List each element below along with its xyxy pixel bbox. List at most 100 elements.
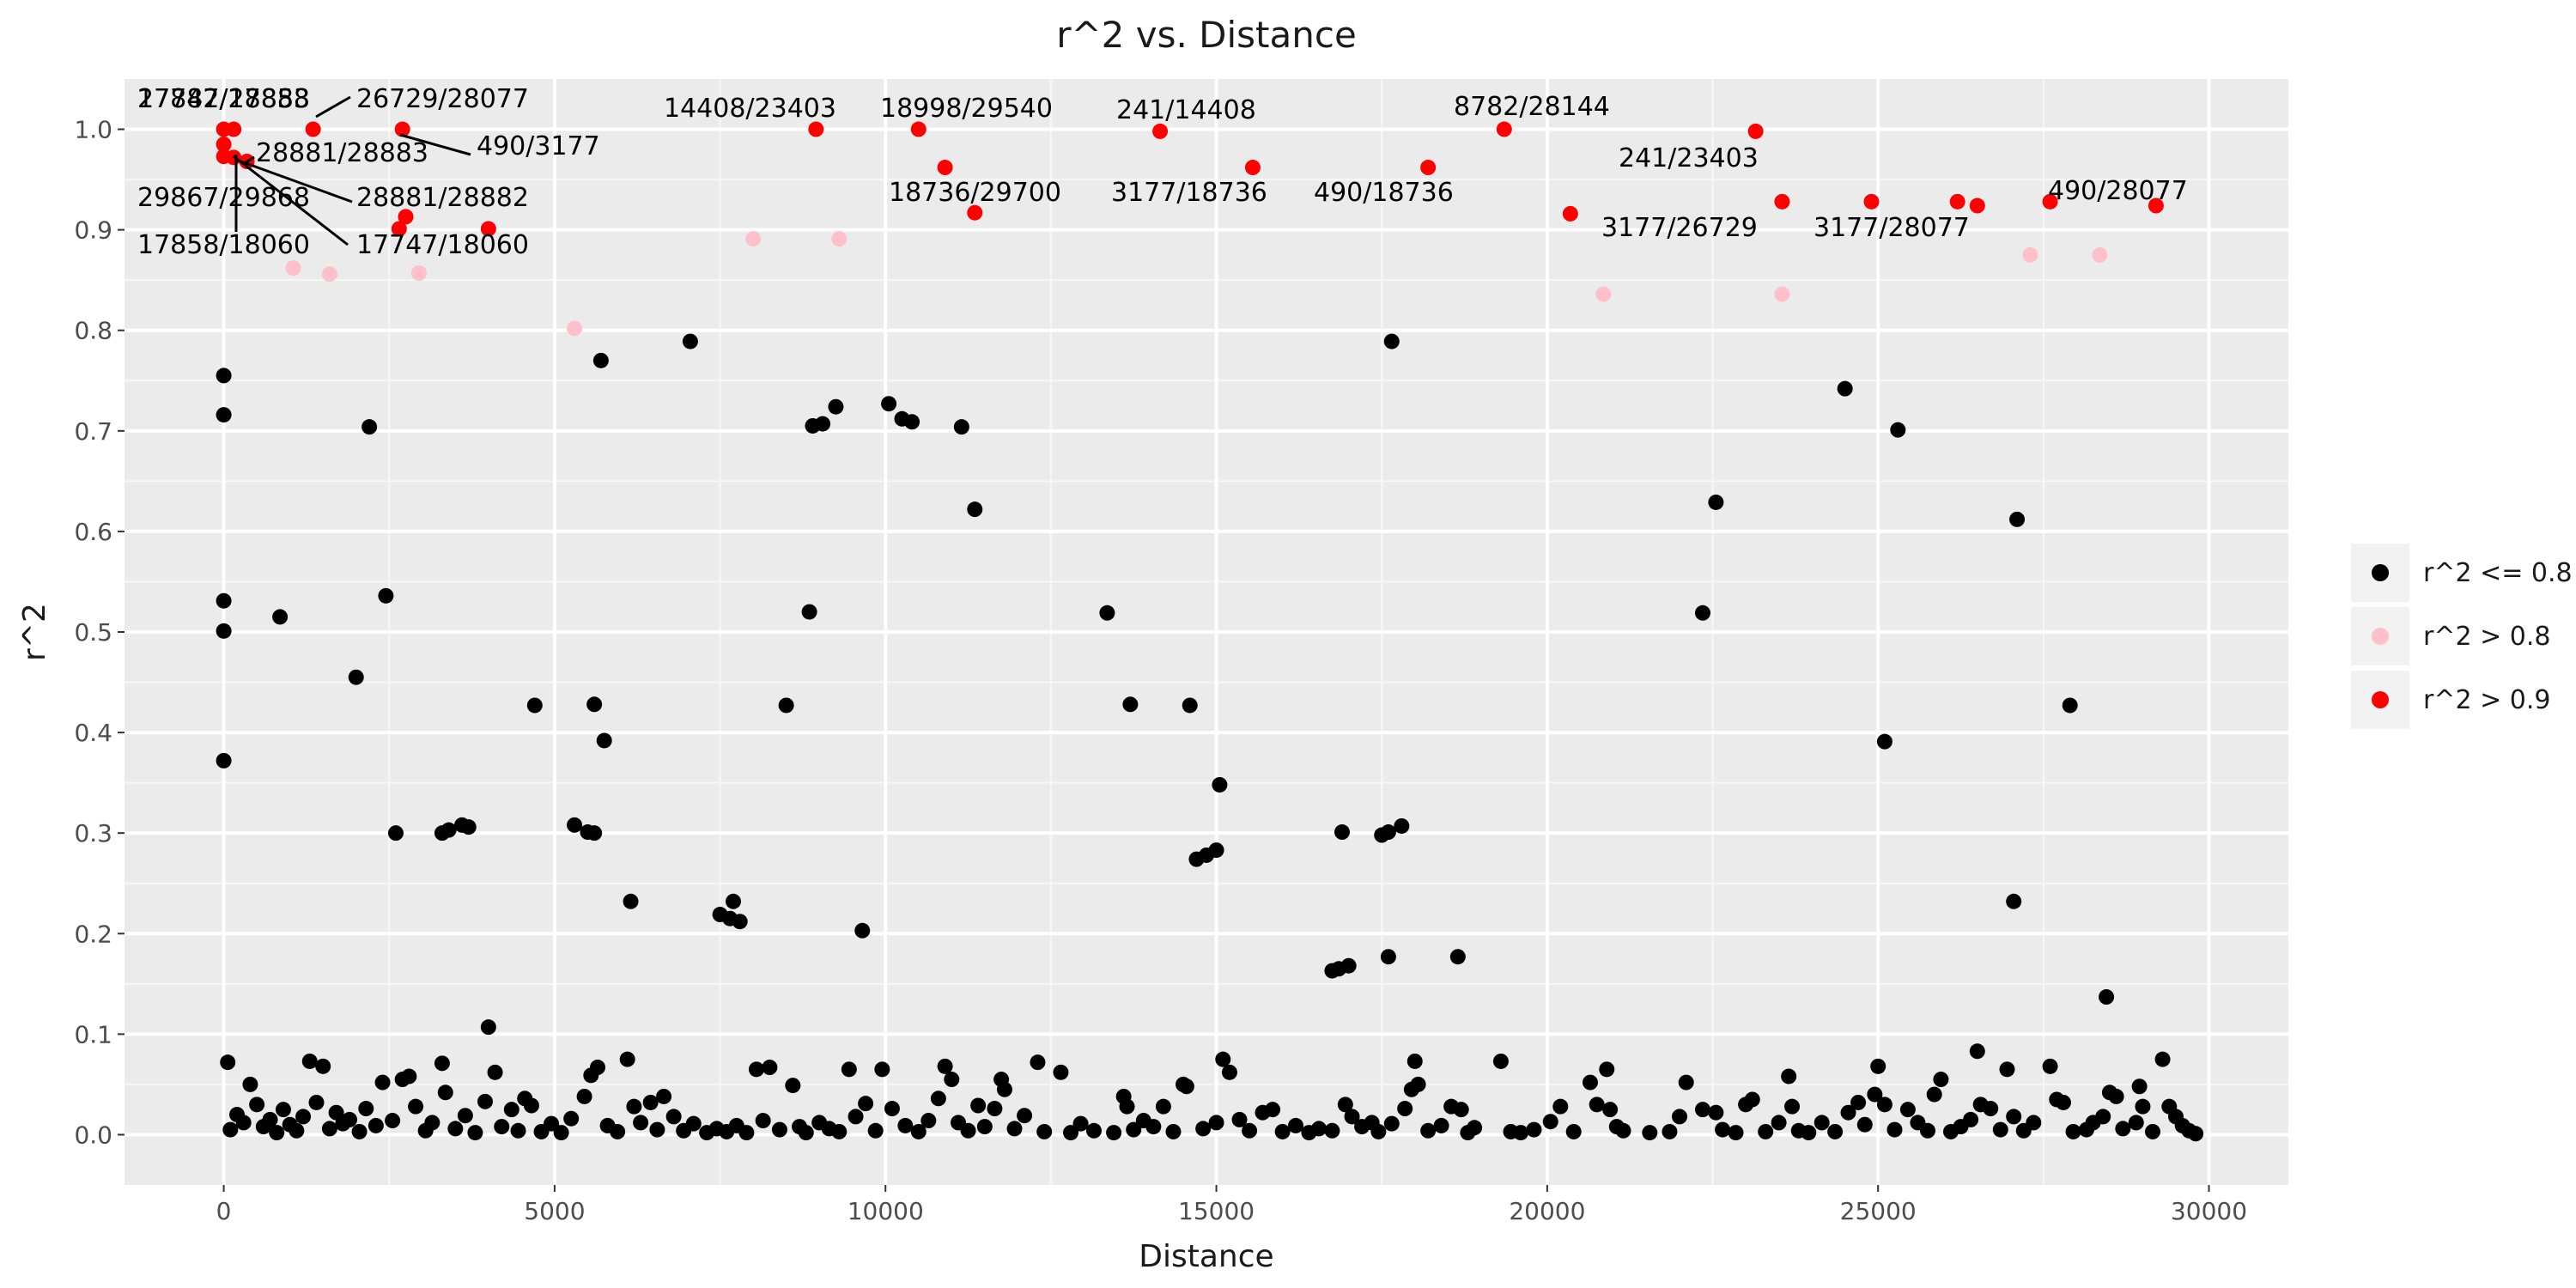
data-point	[590, 1060, 606, 1076]
data-point	[1850, 1094, 1867, 1110]
data-point	[1337, 1097, 1353, 1113]
data-point	[2065, 1123, 2081, 1139]
point-annotation-label: 17747/17858	[137, 84, 310, 114]
data-point	[1420, 1122, 1437, 1139]
data-point	[1288, 1117, 1304, 1133]
data-point	[1999, 1061, 2015, 1078]
point-annotation-label: 17858/18060	[137, 230, 310, 260]
data-point	[610, 1123, 626, 1139]
data-point	[1589, 1097, 1605, 1113]
data-point	[1380, 949, 1396, 965]
data-point	[305, 121, 321, 137]
data-point	[1513, 1125, 1529, 1141]
point-annotation-label: 3177/26729	[1601, 213, 1758, 243]
data-point	[391, 221, 407, 237]
data-point	[976, 1119, 993, 1135]
data-points	[216, 121, 2204, 1142]
data-point	[487, 1064, 503, 1080]
data-point	[841, 1061, 857, 1078]
data-point	[1715, 1121, 1731, 1138]
legend-key-marker	[2372, 564, 2389, 581]
data-point	[2022, 246, 2038, 263]
data-point	[1449, 949, 1466, 965]
data-point	[1212, 776, 1228, 793]
data-point	[801, 604, 817, 620]
data-point	[778, 697, 794, 714]
data-point	[2009, 511, 2026, 527]
data-point	[1694, 605, 1710, 621]
data-point	[1072, 1115, 1089, 1132]
data-point	[216, 137, 232, 153]
y-tick-label: 0.9	[74, 216, 112, 245]
data-point	[477, 1093, 493, 1109]
data-point	[351, 1123, 368, 1139]
data-point	[2108, 1088, 2124, 1104]
data-point	[1119, 1098, 1135, 1115]
data-point	[401, 1068, 417, 1084]
data-point	[1890, 422, 1906, 438]
data-point	[1920, 1122, 1935, 1139]
data-point	[2145, 1123, 2161, 1139]
data-point	[563, 1110, 580, 1127]
data-point	[2115, 1121, 2131, 1137]
data-point	[1006, 1121, 1023, 1137]
x-tick-label: 25000	[1840, 1197, 1917, 1225]
data-point	[1383, 333, 1400, 349]
data-point	[1231, 1111, 1248, 1127]
data-point	[394, 121, 410, 137]
data-point	[220, 1054, 236, 1071]
data-point	[854, 922, 871, 939]
point-annotation-label: 14408/23403	[664, 94, 836, 124]
y-tick-label: 0.5	[74, 618, 112, 647]
data-point	[526, 697, 543, 714]
data-point	[2135, 1098, 2151, 1115]
x-tick-label: 10000	[848, 1197, 924, 1225]
data-point	[1344, 1109, 1360, 1125]
data-point	[996, 1081, 1012, 1097]
annotation-leader-line	[399, 133, 471, 156]
data-point	[1334, 824, 1350, 841]
data-point	[321, 266, 337, 283]
data-point	[642, 1094, 659, 1110]
data-point	[1867, 1086, 1883, 1103]
data-point	[1542, 1114, 1558, 1130]
data-point	[1602, 1102, 1619, 1118]
data-point	[967, 501, 983, 518]
chart-title: r^2 vs. Distance	[1056, 14, 1357, 56]
data-point	[732, 914, 748, 930]
x-axis-ticks: 0 5000 10000 15000 20000 25000 30000	[216, 1185, 2247, 1225]
data-point	[2055, 1094, 2071, 1110]
data-point	[1642, 1125, 1658, 1141]
data-point	[467, 1125, 483, 1141]
data-point	[457, 1108, 473, 1124]
point-annotation-label: 29867/29868	[137, 183, 310, 213]
data-point	[216, 752, 232, 769]
data-point	[987, 1101, 1003, 1117]
y-tick-label: 0.6	[74, 518, 112, 546]
y-tick-label: 0.7	[74, 417, 112, 446]
point-annotation-label: 3177/28077	[1814, 213, 1970, 243]
data-point	[437, 1084, 453, 1101]
data-point	[633, 1115, 649, 1131]
point-annotation-label: 18998/29540	[880, 94, 1053, 124]
data-point	[1526, 1121, 1542, 1138]
data-point	[1827, 1123, 1844, 1139]
data-point	[725, 893, 741, 909]
data-point	[904, 414, 920, 430]
data-point	[1870, 1058, 1886, 1074]
data-point	[408, 1098, 424, 1115]
data-point	[798, 1125, 814, 1141]
data-point	[2188, 1126, 2204, 1142]
data-point	[1152, 123, 1169, 139]
data-point	[1983, 1101, 1999, 1117]
grid-major	[125, 79, 2288, 1185]
data-point	[1747, 123, 1764, 139]
point-annotation-label: 241/14408	[1116, 95, 1256, 125]
data-point	[1926, 1086, 1942, 1103]
data-point	[216, 407, 232, 423]
data-point	[2006, 1109, 2022, 1125]
data-point	[1814, 1115, 1830, 1131]
annotation-leader-line	[315, 95, 351, 118]
